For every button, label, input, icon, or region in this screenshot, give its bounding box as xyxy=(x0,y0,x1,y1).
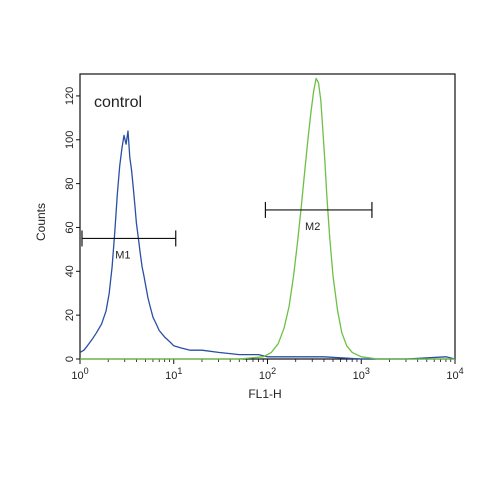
y-tick-label: 0 xyxy=(64,356,76,362)
series-layer xyxy=(79,77,456,360)
x-axis-title: FL1-H xyxy=(248,387,281,401)
y-tick-label: 100 xyxy=(64,131,76,149)
x-tick-label: 101 xyxy=(165,366,182,382)
x-tick-label: 104 xyxy=(446,366,463,382)
x-axis: 100 101 102 103 104 xyxy=(71,359,464,382)
y-axis: 0 20 40 60 80 100 120 xyxy=(64,87,80,362)
gate-label: M2 xyxy=(305,221,320,233)
y-tick-label: 60 xyxy=(64,221,76,233)
y-tick-label: 80 xyxy=(64,177,76,189)
x-tick-label: 100 xyxy=(71,366,88,382)
series-line-1 xyxy=(79,130,456,360)
x-tick-label: 103 xyxy=(353,366,370,382)
x-tick-label: 102 xyxy=(259,366,276,382)
y-axis-title: Counts xyxy=(34,203,48,241)
y-tick-label: 20 xyxy=(64,309,76,321)
gates-layer: M1 M2 xyxy=(81,201,373,261)
gate-label: M1 xyxy=(115,249,130,261)
y-tick-label: 40 xyxy=(64,265,76,277)
y-tick-label: 120 xyxy=(64,87,76,105)
series-line-2 xyxy=(80,77,455,360)
control-annotation: control xyxy=(94,94,142,111)
